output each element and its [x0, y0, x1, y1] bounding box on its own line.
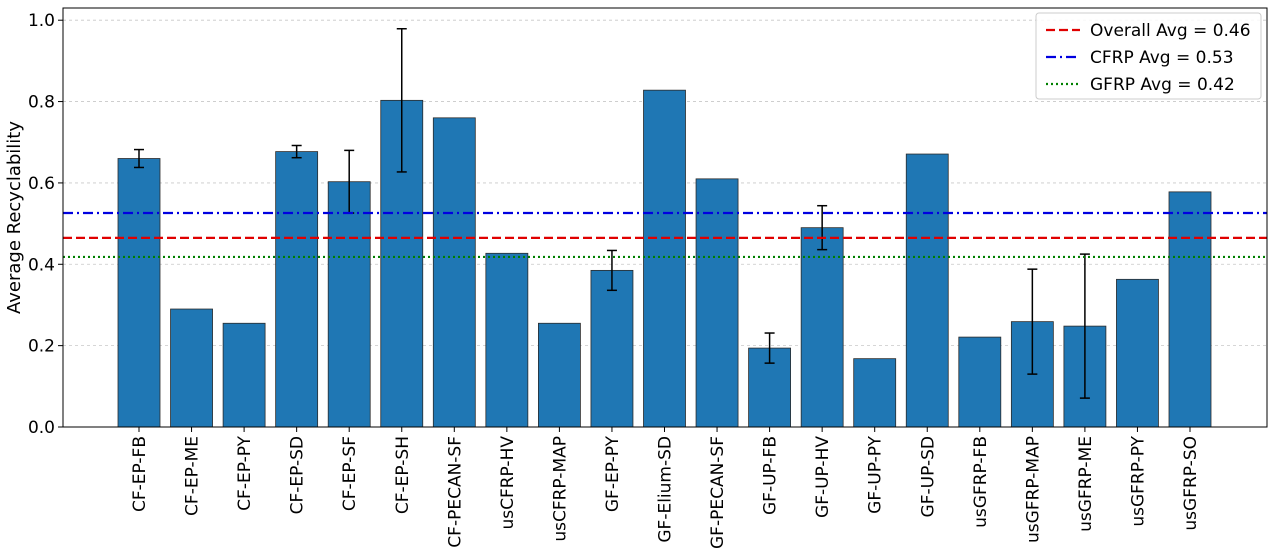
x-tick-label: CF-EP-SH — [393, 436, 413, 514]
x-tick-label: CF-EP-FB — [130, 436, 150, 512]
y-tick-label: 0.0 — [28, 418, 55, 438]
error-bar-usgfrp-map — [1027, 268, 1038, 375]
x-tick-label: GF-EP-PY — [603, 435, 623, 512]
error-bar-cf-ep-fb — [134, 148, 144, 169]
x-tick-label: CF-EP-SD — [288, 436, 308, 514]
x-tick-label: CF-EP-SF — [340, 436, 360, 511]
bar-cf-ep-me — [170, 308, 213, 428]
x-tick-label: usCFRP-MAP — [550, 436, 570, 542]
bar-cf-pecan-sf — [432, 117, 476, 428]
x-tick-label: usGFRP-ME — [1076, 436, 1096, 532]
bar-gf-pecan-sf — [695, 178, 739, 428]
bar-uscfrp-map — [538, 322, 581, 428]
x-tick-label: GF-UP-FB — [761, 436, 781, 515]
y-tick-label: 0.2 — [28, 337, 55, 357]
y-axis-label: Average Recyclability — [4, 121, 25, 314]
legend: Overall Avg = 0.46 CFRP Avg = 0.53 GFRP Av… — [1035, 12, 1262, 100]
y-tick-label: 0.6 — [28, 174, 55, 194]
x-tick-label: usGFRP-MAP — [1023, 436, 1043, 543]
x-tick-label: GF-UP-HV — [813, 436, 833, 518]
bar-cf-ep-fb — [117, 158, 161, 428]
bar-usgfrp-py — [1116, 278, 1159, 428]
error-bar-cf-ep-sh — [396, 27, 407, 173]
x-tick-label: GF-Elium-SD — [656, 436, 676, 543]
error-bar-gf-up-fb — [764, 332, 775, 364]
x-tick-label: GF-UP-PY — [866, 435, 886, 513]
x-tick-label: usGFRP-FB — [971, 436, 991, 528]
legend-label: CFRP Avg = 0.53 — [1090, 48, 1234, 68]
bar-usgfrp-fb — [958, 336, 1002, 428]
y-tick-label: 1.0 — [28, 11, 55, 31]
error-bars-layer — [134, 27, 1090, 399]
bar-cf-ep-sd — [275, 151, 319, 428]
x-tick-label: usGFRP-SO — [1181, 436, 1201, 531]
y-axis-ticks: 0.0 0.2 0.4 0.6 0.8 1.0 — [28, 11, 63, 438]
legend-label: Overall Avg = 0.46 — [1090, 21, 1251, 41]
x-tick-label: GF-UP-SD — [918, 436, 938, 517]
x-tick-label: CF-EP-ME — [183, 436, 203, 516]
bar-cf-ep-sf — [327, 181, 371, 428]
bar-gf-up-py — [853, 358, 897, 428]
y-tick-label: 0.4 — [28, 255, 55, 275]
bar-uscfrp-hv — [485, 252, 529, 428]
y-tick-label: 0.8 — [28, 93, 55, 113]
error-bar-usgfrp-me — [1079, 253, 1090, 399]
x-tick-label: usGFRP-PY — [1128, 435, 1148, 526]
bar-usgfrp-so — [1168, 191, 1212, 428]
bar-gf-up-sd — [905, 153, 949, 428]
bar-gf-elium-sd — [643, 89, 686, 428]
x-tick-label: usCFRP-HV — [498, 436, 518, 530]
reference-lines-layer — [63, 211, 1267, 259]
x-tick-label: CF-EP-PY — [235, 435, 255, 510]
legend-box — [1035, 12, 1262, 100]
bar-cf-ep-py — [222, 322, 266, 428]
bar-gf-ep-py — [590, 269, 634, 428]
legend-label: GFRP Avg = 0.42 — [1090, 75, 1235, 95]
x-tick-label: GF-PECAN-SF — [708, 436, 728, 549]
error-bar-cf-ep-sd — [291, 144, 302, 159]
x-tick-label: CF-PECAN-SF — [445, 436, 465, 548]
error-bar-gf-up-hv — [817, 204, 828, 251]
bars-layer — [117, 89, 1212, 428]
bar-gf-up-hv — [800, 227, 844, 428]
error-bar-gf-ep-py — [606, 249, 617, 292]
x-axis-ticks: CF-EP-FB CF-EP-ME CF-EP-PY CF-EP-SD CF-EP-SF… — [130, 427, 1201, 549]
